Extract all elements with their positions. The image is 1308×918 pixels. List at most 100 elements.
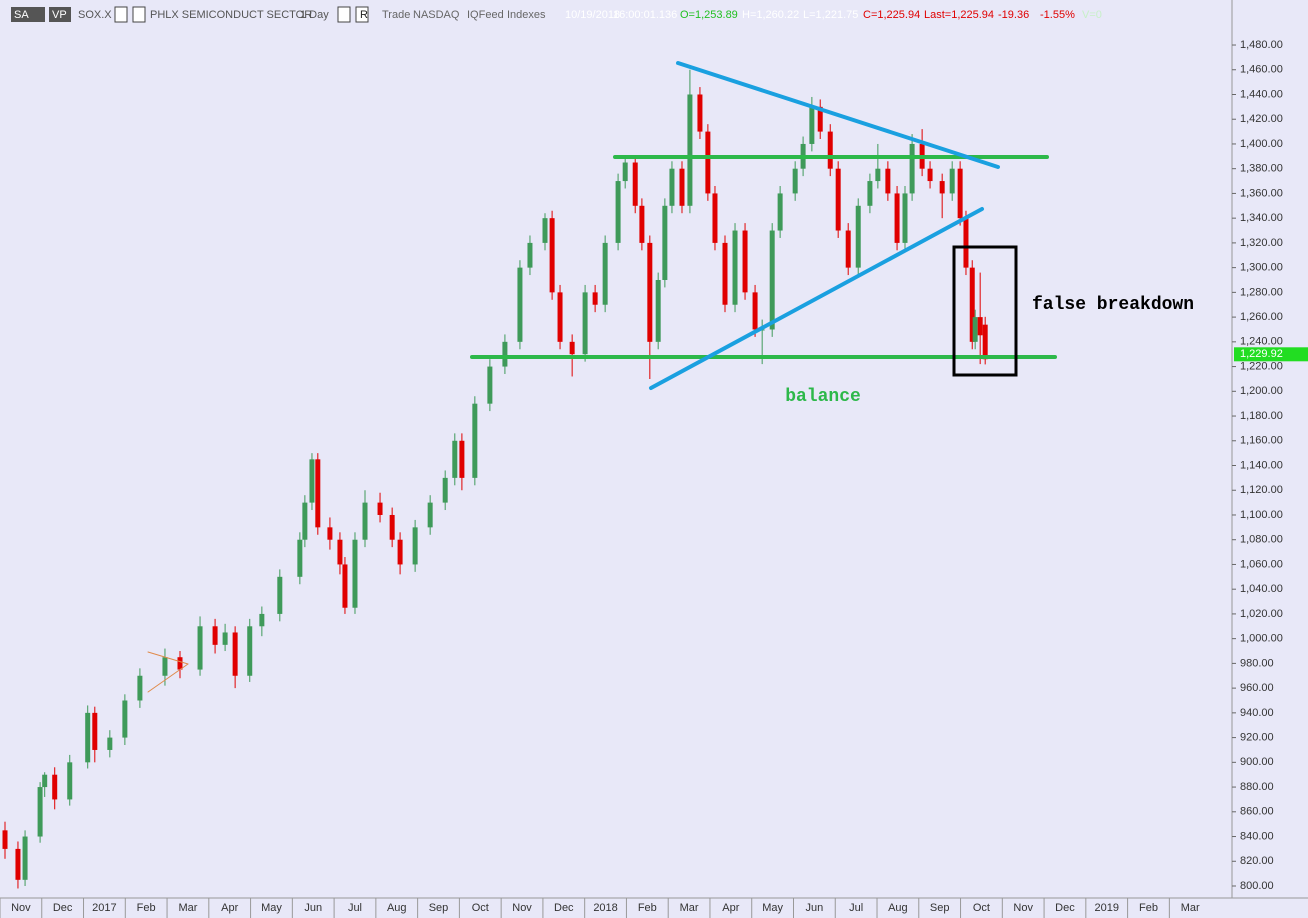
candle-body (42, 774, 48, 788)
drawings (147, 61, 1057, 693)
y-tick-label: 1,480.00 (1240, 39, 1283, 51)
dropdown (132, 6, 146, 23)
candle-body (362, 502, 368, 540)
y-tick-label: 880.00 (1240, 781, 1274, 793)
trend-line (649, 207, 984, 390)
candle-body (297, 539, 303, 577)
x-tick-label: Feb (1139, 902, 1158, 914)
candle-body (687, 94, 693, 206)
y-tick-label: 1,200.00 (1240, 385, 1283, 397)
candle-body (582, 292, 588, 355)
candle-body (809, 106, 815, 144)
y-tick-label: 1,060.00 (1240, 558, 1283, 570)
candle-body (442, 477, 448, 503)
candle-body (647, 242, 653, 342)
dropdown (337, 6, 351, 23)
candle-body (232, 632, 238, 676)
y-tick-label: 980.00 (1240, 657, 1274, 669)
header-text: SOX.X (78, 9, 112, 21)
header-text: H=1,260.22 (742, 9, 799, 21)
candle-body (162, 657, 168, 676)
y-tick-label: 960.00 (1240, 682, 1274, 694)
candle-body (212, 626, 218, 645)
candle-body (792, 168, 798, 194)
candle-body (22, 836, 28, 880)
header-text: Trade (382, 9, 410, 21)
x-tick-label: Mar (680, 902, 699, 914)
y-tick-label: 1,100.00 (1240, 509, 1283, 521)
candle-body (487, 366, 493, 404)
candle-body (972, 317, 978, 342)
x-tick-label: Aug (387, 902, 407, 914)
candle-body (622, 162, 628, 182)
candle-body (222, 632, 228, 645)
y-tick-label: 1,440.00 (1240, 88, 1283, 100)
candle-body (2, 830, 8, 849)
candle-body (592, 292, 598, 305)
candle-body (527, 242, 533, 268)
button (11, 7, 45, 22)
candle-body (977, 317, 983, 336)
header-text: R (360, 9, 368, 21)
candle-body (949, 168, 955, 194)
y-tick-label: 800.00 (1240, 880, 1274, 892)
candle-body (389, 514, 395, 540)
candle-body (315, 459, 321, 528)
y-tick-label: 1,380.00 (1240, 163, 1283, 175)
header-text: L=1,221.75 (803, 9, 858, 21)
candle-body (969, 267, 975, 342)
candle-body (247, 626, 253, 676)
x-tick-label: Mar (178, 902, 197, 914)
candle-body (939, 181, 945, 194)
x-tick-label: Dec (554, 902, 574, 914)
header-text: V=0 (1082, 9, 1102, 21)
y-tick-label: 1,040.00 (1240, 583, 1283, 595)
candle-body (459, 440, 465, 478)
candle-body (662, 205, 668, 280)
x-tick-label: Nov (11, 902, 31, 914)
candle-body (894, 193, 900, 243)
candle-body (817, 106, 823, 132)
x-tick-label: Feb (638, 902, 657, 914)
x-tick-label: Apr (722, 902, 739, 914)
x-tick-label: Mar (1181, 902, 1200, 914)
candle-body (452, 440, 458, 478)
candle-body (177, 657, 183, 670)
candle-body (957, 168, 963, 219)
candle-body (277, 576, 283, 614)
candle-body (302, 502, 308, 540)
y-tick-label: 1,080.00 (1240, 534, 1283, 546)
candle-body (397, 539, 403, 565)
price-marker-label: 1,229.92 (1240, 348, 1283, 360)
x-tick-label: Oct (973, 902, 990, 914)
candle-body (927, 168, 933, 182)
candle-body (259, 613, 265, 627)
candle-body (85, 712, 91, 763)
header-text: 1 Day (300, 9, 329, 21)
candle-body (107, 737, 113, 750)
candle-body (15, 848, 21, 880)
candle-body (639, 205, 645, 243)
y-tick-label: 1,320.00 (1240, 237, 1283, 249)
y-tick-label: 1,260.00 (1240, 311, 1283, 323)
candle-body (835, 168, 841, 231)
candle-body (885, 168, 891, 194)
x-tick-label: Dec (1055, 902, 1075, 914)
drawing-line (147, 663, 189, 693)
annotation: false breakdown (1032, 295, 1194, 315)
candle-body (352, 539, 358, 608)
y-tick-label: 1,280.00 (1240, 286, 1283, 298)
y-tick-label: 1,220.00 (1240, 360, 1283, 372)
header-text: 10/19/2018 (565, 9, 620, 21)
x-tick-label: Apr (221, 902, 238, 914)
candle-body (845, 230, 851, 268)
y-tick-label: 1,140.00 (1240, 459, 1283, 471)
trend-line (676, 61, 1000, 169)
header-text: NASDAQ (413, 9, 460, 21)
candle-body (137, 675, 143, 701)
header-text: IQFeed (467, 9, 504, 21)
y-tick-label: 1,120.00 (1240, 484, 1283, 496)
x-tick-label: Sep (930, 902, 950, 914)
